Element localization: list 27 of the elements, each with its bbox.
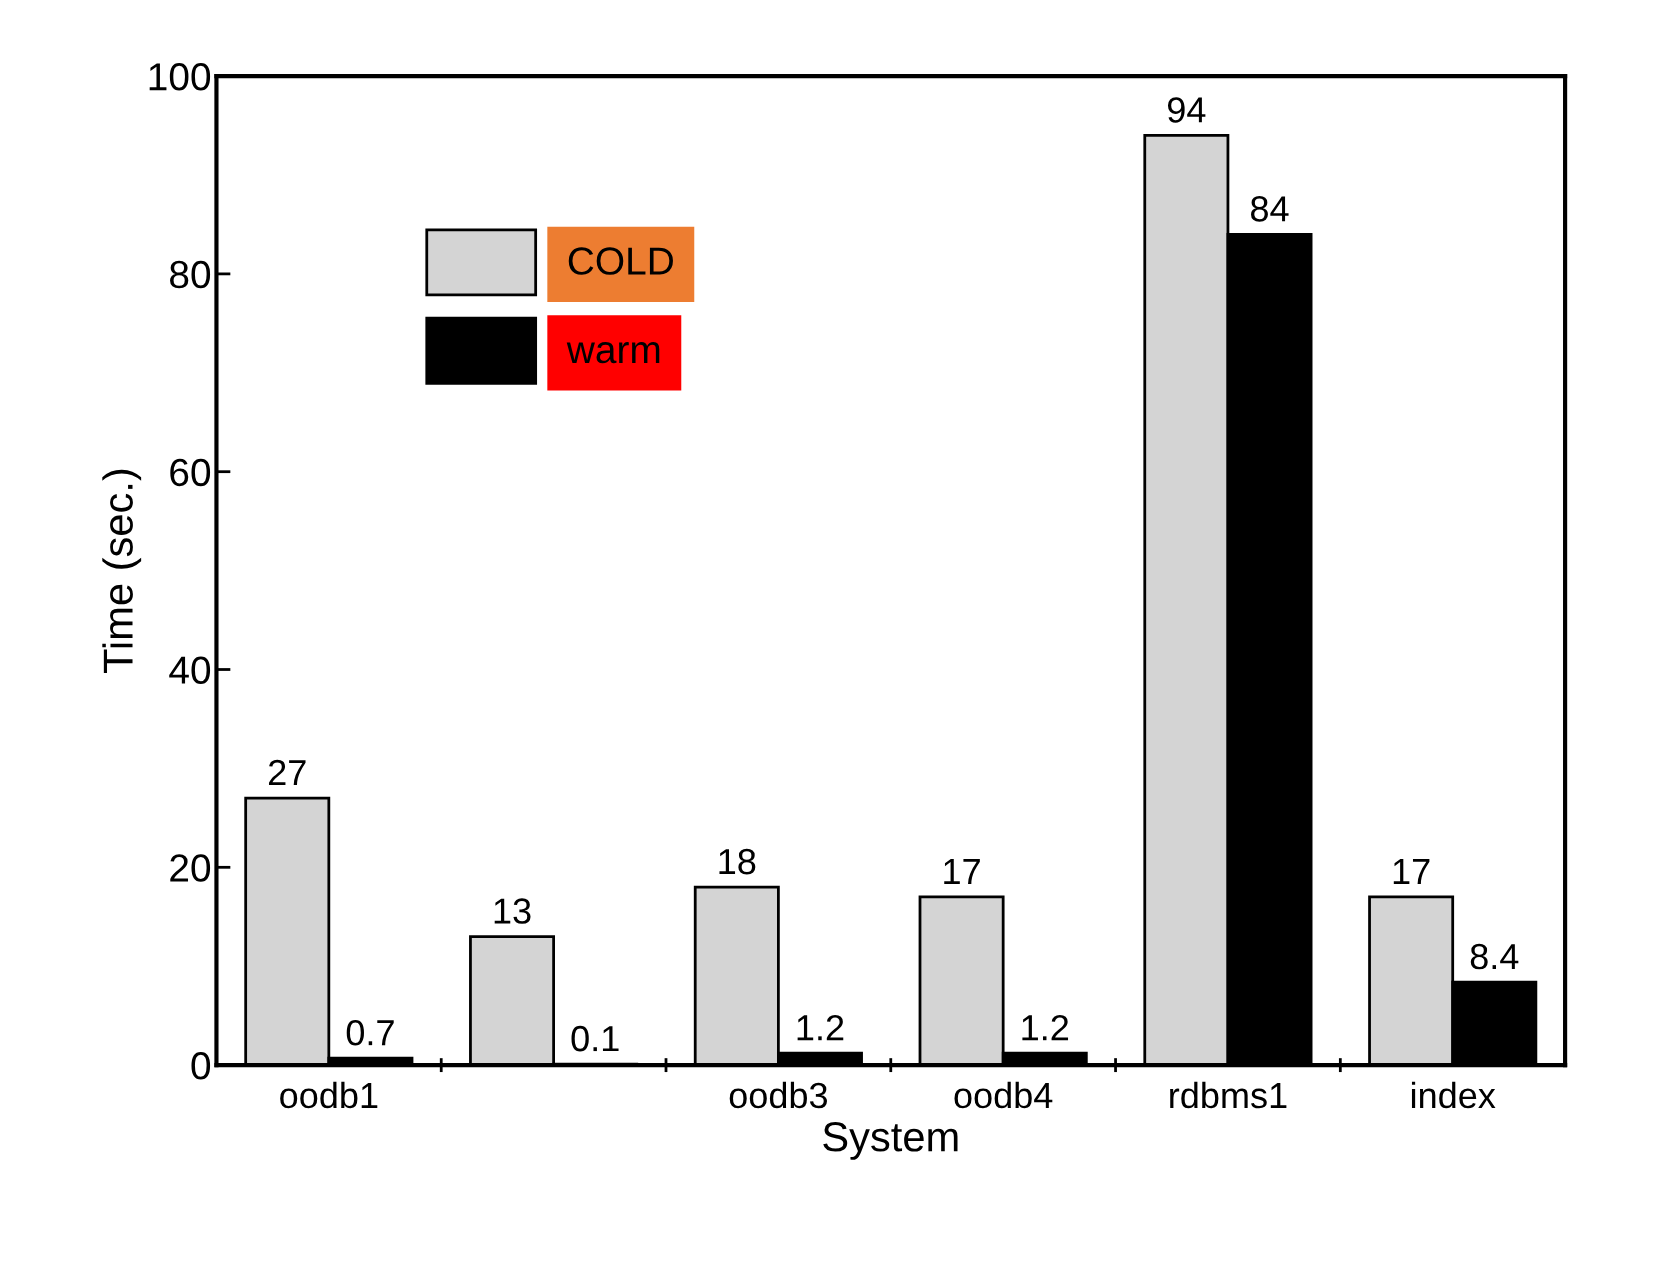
y-tick-label: 80 <box>170 260 211 289</box>
data-label: 18 <box>719 848 756 875</box>
y-axis-title: Time (sec.) <box>102 469 142 674</box>
data-label: 0.1 <box>571 1025 619 1052</box>
data-label: 1.2 <box>1022 1014 1069 1041</box>
x-tick-label: oodb1 <box>280 1081 378 1109</box>
data-label: 84 <box>1251 196 1289 222</box>
y-tick-label: 40 <box>169 656 211 684</box>
data-label: 17 <box>1393 859 1430 884</box>
x-tick-label: rdbms1 <box>1170 1081 1287 1109</box>
data-label: 0.7 <box>346 1019 394 1046</box>
y-tick-label: 100 <box>149 63 211 91</box>
x-tick-label: oodb3 <box>729 1081 828 1109</box>
data-label: 1.2 <box>797 1014 844 1041</box>
data-label: 8.4 <box>1470 943 1519 970</box>
legend-label: warm <box>566 342 660 364</box>
data-label: 27 <box>268 759 306 786</box>
x-tick-label: oodb4 <box>954 1081 1053 1109</box>
legend-label: COLD <box>568 247 673 275</box>
y-tick-label: 60 <box>170 458 211 487</box>
data-label: 13 <box>494 898 531 924</box>
data-label: 94 <box>1167 97 1206 123</box>
y-tick-label: 20 <box>170 854 211 882</box>
x-tick-label: index <box>1411 1081 1496 1109</box>
x-axis-title: System <box>823 1122 958 1160</box>
data-label: 17 <box>944 859 980 884</box>
y-tick-label: 0 <box>191 1052 211 1080</box>
